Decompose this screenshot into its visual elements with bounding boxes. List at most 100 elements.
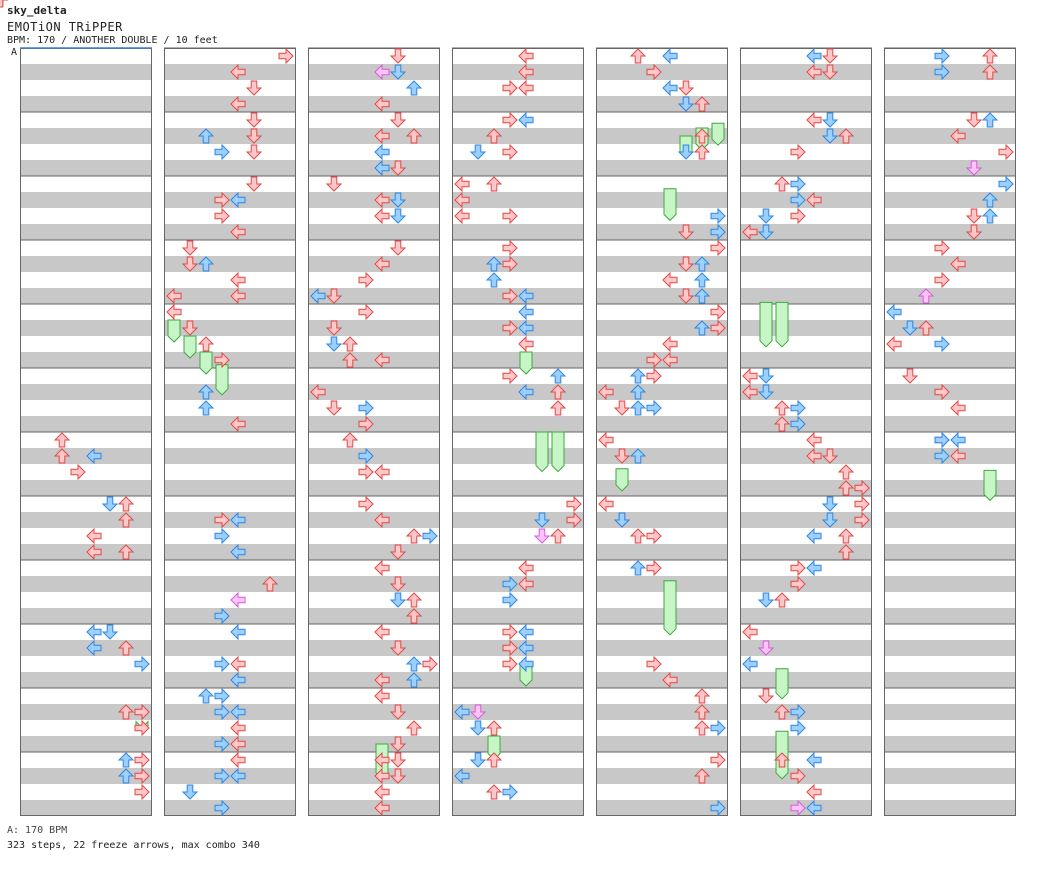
up-arrow-icon	[981, 208, 999, 224]
down-arrow-icon	[325, 336, 343, 352]
left-arrow-icon	[374, 751, 390, 769]
up-arrow-icon	[693, 96, 711, 112]
left-arrow-icon	[662, 271, 678, 289]
beat-stripe	[884, 544, 1016, 560]
beat-stripe	[308, 576, 440, 592]
up-arrow-icon	[261, 576, 279, 592]
right-arrow-icon	[278, 47, 294, 65]
left-arrow-icon	[230, 671, 246, 689]
beat-stripe	[884, 800, 1016, 816]
down-arrow-icon	[245, 176, 263, 192]
left-arrow-icon	[806, 111, 822, 129]
left-arrow-icon	[662, 335, 678, 353]
down-arrow-icon	[389, 768, 407, 784]
right-arrow-icon	[710, 799, 726, 817]
left-arrow-icon	[230, 719, 246, 737]
down-arrow-icon	[965, 224, 983, 240]
beat-stripe	[308, 800, 440, 816]
right-arrow-icon	[934, 271, 950, 289]
beat-stripe	[452, 768, 584, 784]
up-arrow-icon	[405, 592, 423, 608]
beat-stripe	[740, 544, 872, 560]
left-arrow-icon	[310, 287, 326, 305]
up-arrow-icon	[981, 192, 999, 208]
down-arrow-icon	[389, 112, 407, 128]
beat-stripe	[884, 512, 1016, 528]
beat-stripe	[596, 640, 728, 656]
beat-stripe	[308, 352, 440, 368]
freeze-arrow	[199, 351, 213, 375]
freeze-arrow	[615, 468, 629, 492]
up-arrow-icon	[837, 528, 855, 544]
beat-stripe	[164, 192, 296, 208]
up-arrow-icon	[629, 448, 647, 464]
up-arrow-icon	[981, 48, 999, 64]
beat-stripe	[20, 672, 152, 688]
freeze-arrow	[535, 431, 549, 473]
beat-stripe	[20, 64, 152, 80]
beat-stripe	[20, 160, 152, 176]
freeze-arrow	[167, 319, 181, 343]
down-arrow-icon	[389, 576, 407, 592]
right-arrow-icon	[502, 239, 518, 257]
beat-stripe	[740, 320, 872, 336]
up-arrow-icon	[485, 752, 503, 768]
right-arrow-icon	[502, 79, 518, 97]
right-arrow-icon	[646, 399, 662, 417]
left-arrow-icon	[806, 783, 822, 801]
right-arrow-icon	[710, 223, 726, 241]
down-arrow-icon	[389, 240, 407, 256]
beat-stripe	[308, 640, 440, 656]
down-arrow-icon	[965, 112, 983, 128]
beat-stripe	[452, 544, 584, 560]
down-arrow-icon	[469, 144, 487, 160]
right-arrow-icon	[502, 111, 518, 129]
bpm-footer: A: 170 BPM	[7, 825, 68, 836]
left-arrow-icon	[806, 63, 822, 81]
left-arrow-icon	[806, 527, 822, 545]
beat-stripe	[740, 384, 872, 400]
down-arrow-icon	[389, 160, 407, 176]
left-arrow-icon	[230, 591, 246, 609]
beat-stripe	[308, 736, 440, 752]
beat-stripe	[884, 736, 1016, 752]
beat-stripe	[596, 320, 728, 336]
right-arrow-icon	[566, 511, 582, 529]
left-arrow-icon	[454, 207, 470, 225]
right-arrow-icon	[358, 495, 374, 513]
down-arrow-icon	[757, 640, 775, 656]
beat-stripe	[20, 192, 152, 208]
up-arrow-icon	[341, 432, 359, 448]
left-arrow-icon	[374, 767, 390, 785]
right-arrow-icon	[70, 463, 86, 481]
beat-stripe	[20, 512, 152, 528]
left-arrow-icon	[166, 287, 182, 305]
up-arrow-icon	[917, 288, 935, 304]
right-arrow-icon	[134, 751, 150, 769]
beat-stripe	[308, 608, 440, 624]
right-arrow-icon	[134, 783, 150, 801]
up-arrow-icon	[405, 608, 423, 624]
down-arrow-icon	[101, 624, 119, 640]
left-arrow-icon	[886, 335, 902, 353]
left-arrow-icon	[806, 191, 822, 209]
up-arrow-icon	[117, 704, 135, 720]
beat-stripe	[20, 320, 152, 336]
chart-column	[740, 47, 872, 816]
start-marker: A	[11, 47, 18, 58]
down-arrow-icon	[389, 208, 407, 224]
beat-stripe	[740, 448, 872, 464]
beat-stripe	[884, 352, 1016, 368]
left-arrow-icon	[518, 623, 534, 641]
left-arrow-icon	[662, 671, 678, 689]
up-arrow-icon	[341, 352, 359, 368]
up-arrow-icon	[693, 144, 711, 160]
left-arrow-icon	[374, 95, 390, 113]
up-arrow-icon	[485, 176, 503, 192]
up-arrow-icon	[53, 448, 71, 464]
beat-stripe	[20, 384, 152, 400]
up-arrow-icon	[629, 560, 647, 576]
beat-stripe	[452, 64, 584, 80]
beat-stripe	[164, 480, 296, 496]
